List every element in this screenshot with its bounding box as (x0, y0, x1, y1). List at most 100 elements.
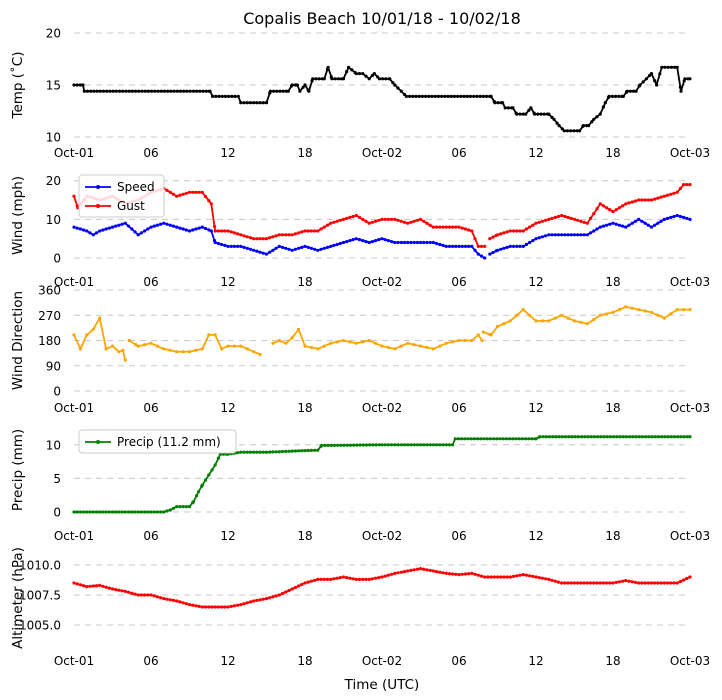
data-point (495, 233, 500, 237)
data-point (341, 240, 346, 245)
data-point (268, 89, 272, 93)
data-point (488, 237, 492, 241)
data-point (399, 570, 403, 574)
data-point (682, 435, 686, 439)
data-point (255, 249, 259, 253)
data-point (451, 340, 455, 344)
data-point (653, 79, 657, 83)
data-point (194, 348, 198, 352)
y-tick-label: 1007.5 (19, 589, 61, 603)
data-point (660, 65, 664, 69)
data-point (287, 588, 291, 593)
data-point (515, 229, 519, 233)
data-point (332, 577, 336, 581)
data-point (449, 94, 453, 98)
data-point (672, 581, 676, 585)
data-point (326, 443, 330, 447)
legend: Speed Gust (78, 174, 165, 218)
data-point (220, 605, 224, 609)
data-point (499, 232, 503, 236)
data-point (486, 575, 490, 579)
data-point (271, 248, 275, 252)
data-point (188, 89, 192, 93)
data-point (534, 237, 538, 241)
data-point (391, 81, 395, 85)
data-point (272, 89, 276, 93)
data-point (404, 94, 408, 98)
data-point (303, 229, 307, 233)
data-point (261, 251, 265, 255)
data-point (107, 510, 111, 514)
data-point (200, 605, 204, 609)
data-point (245, 347, 249, 351)
data-point (685, 183, 689, 187)
data-point (82, 510, 86, 514)
data-point (572, 217, 577, 221)
x-tick-label: 12 (528, 401, 543, 415)
data-point (280, 233, 285, 237)
data-point (370, 220, 374, 224)
data-point (367, 240, 371, 245)
data-point (175, 350, 179, 354)
data-point (168, 598, 172, 602)
data-point (383, 574, 387, 578)
data-point (165, 188, 169, 192)
data-point (293, 449, 297, 453)
data-point (685, 216, 689, 220)
data-point (460, 244, 464, 248)
data-point (468, 94, 473, 98)
data-point (451, 244, 455, 248)
data-point (476, 333, 480, 337)
data-point (248, 236, 253, 240)
data-point (194, 227, 198, 231)
data-point (130, 591, 134, 595)
data-point (508, 244, 512, 248)
data-point (560, 313, 564, 317)
data-point (354, 213, 358, 218)
data-point (688, 575, 692, 579)
data-point (275, 89, 279, 93)
data-point (656, 196, 660, 200)
data-point (303, 244, 307, 248)
data-point (168, 508, 172, 512)
data-point (553, 316, 557, 320)
data-point (117, 223, 121, 227)
data-point (338, 241, 342, 246)
data-point (399, 219, 403, 223)
data-point (341, 575, 346, 579)
data-point (239, 344, 243, 348)
data-point (165, 597, 169, 601)
data-point (194, 190, 198, 194)
data-point (572, 581, 577, 585)
data-point (201, 89, 205, 93)
data-point (94, 231, 99, 235)
data-point (547, 577, 551, 582)
data-point (536, 112, 540, 116)
data-point (612, 435, 616, 439)
data-point (357, 577, 362, 582)
data-point (268, 236, 272, 240)
data-point (463, 244, 467, 248)
data-point (560, 233, 564, 237)
data-point (675, 308, 679, 312)
data-point (393, 240, 397, 245)
data-point (146, 227, 150, 231)
data-point (650, 435, 654, 439)
data-point (178, 505, 182, 509)
data-point (476, 437, 480, 441)
data-point (495, 248, 500, 252)
data-point (156, 89, 160, 93)
data-point (136, 344, 140, 348)
data-point (534, 437, 538, 441)
data-point (412, 240, 416, 245)
data-point (217, 94, 221, 98)
data-point (624, 202, 628, 206)
data-point (297, 584, 301, 588)
data-point (617, 580, 622, 584)
data-point (139, 593, 143, 597)
data-point (412, 343, 416, 347)
x-tick-label: Oct-02 (362, 529, 402, 543)
data-point (457, 244, 461, 248)
data-point (431, 240, 435, 245)
data-point (114, 224, 118, 228)
